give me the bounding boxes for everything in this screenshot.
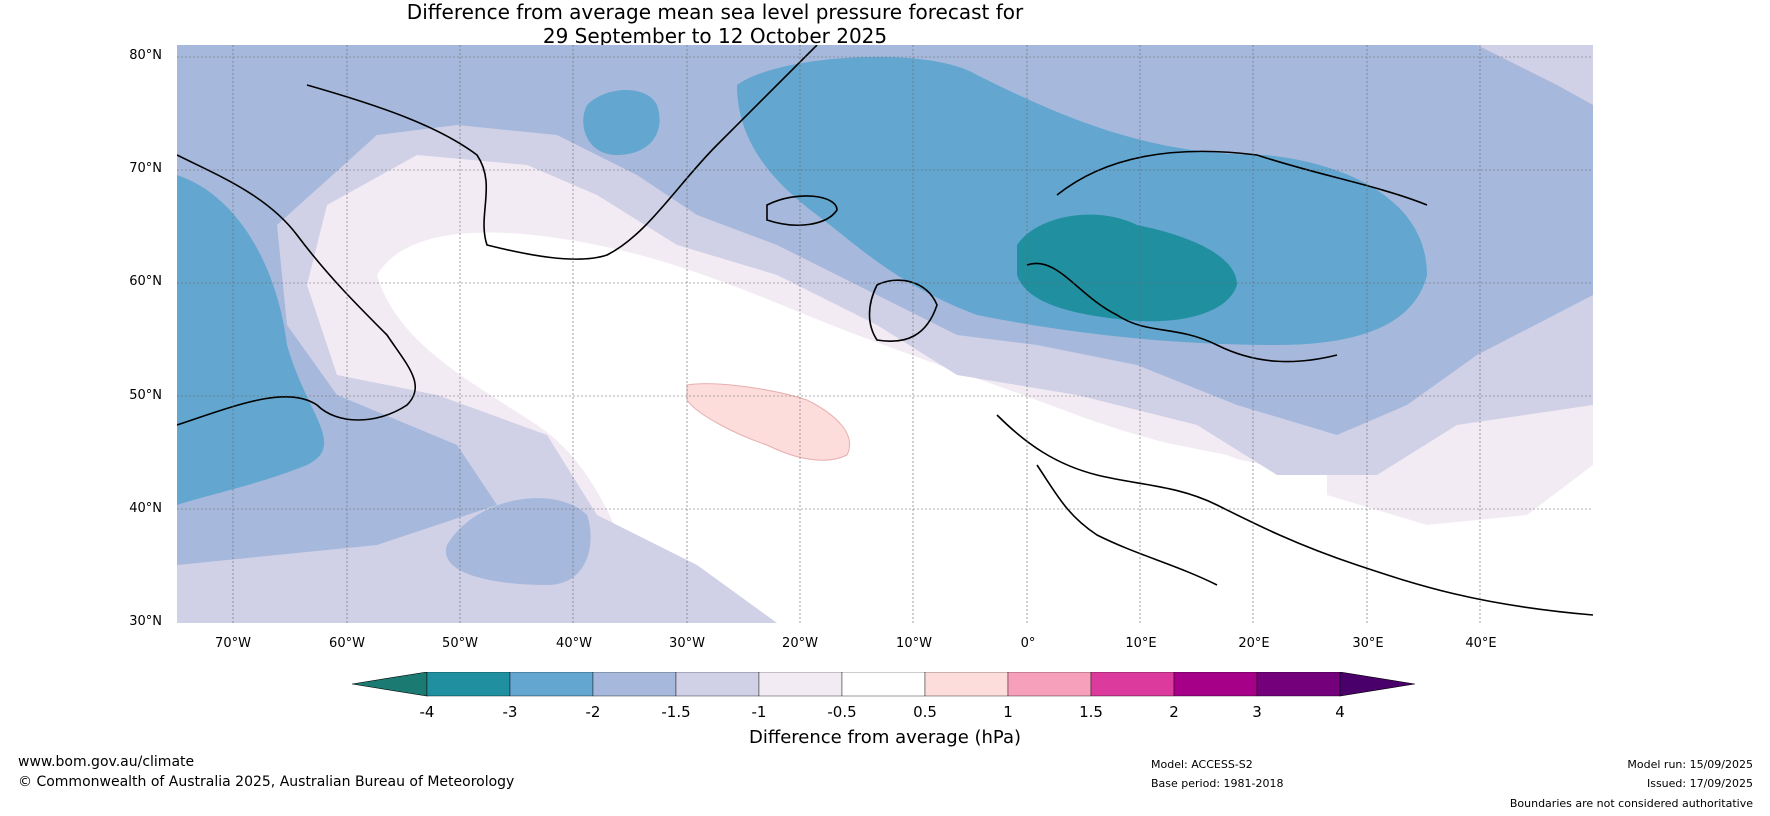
colorbar-tick-label: -2 xyxy=(585,703,601,721)
colorbar-tick-label: -0.5 xyxy=(827,703,857,721)
lat-label-50n: 50°N xyxy=(129,388,162,403)
colorbar-segment xyxy=(675,672,760,697)
map-title: Difference from average mean sea level p… xyxy=(0,0,1430,48)
pressure-anomaly-map xyxy=(177,45,1593,623)
colorbar-tick-label: 2 xyxy=(1169,703,1179,721)
anomaly-band-blue xyxy=(737,56,1427,346)
issued-text: Issued: 17/09/2025 xyxy=(1646,777,1753,790)
colorbar-tick-label: 1.5 xyxy=(1079,703,1103,721)
lat-label-40n: 40°N xyxy=(129,501,162,516)
lon-label-70w: 70°W xyxy=(215,636,251,651)
colorbar xyxy=(352,672,1416,697)
colorbar-tick-label: -4 xyxy=(419,703,435,721)
lon-label-30w: 30°W xyxy=(669,636,705,651)
lon-label-60w: 60°W xyxy=(329,636,365,651)
colorbar-tick-label: -3 xyxy=(502,703,518,721)
colorbar-segment xyxy=(1007,672,1092,697)
colorbar-extend-high xyxy=(1339,672,1416,697)
anomaly-band-pink xyxy=(686,383,851,461)
lat-label-80n: 80°N xyxy=(129,48,162,63)
north-america-coast xyxy=(177,154,417,426)
colorbar-tick-label: 3 xyxy=(1252,703,1262,721)
website-text: www.bom.gov.au/climate xyxy=(18,754,195,770)
disclaimer-text: Boundaries are not considered authoritat… xyxy=(1509,797,1753,810)
colorbar-tick-label: 1 xyxy=(1003,703,1013,721)
coastlines xyxy=(177,45,1593,616)
colorbar-segment xyxy=(592,672,677,697)
graticule xyxy=(177,45,1593,623)
lat-label-60n: 60°N xyxy=(129,274,162,289)
colorbar-segment xyxy=(841,672,926,697)
colorbar-label: Difference from average (hPa) xyxy=(748,727,1022,748)
lon-label-20e: 20°E xyxy=(1238,636,1270,651)
base-period-text: Base period: 1981-2018 xyxy=(1151,777,1284,790)
lat-label-30n: 30°N xyxy=(129,614,162,629)
colorbar-segment xyxy=(924,672,1009,697)
colorbar-tick-label: 4 xyxy=(1335,703,1345,721)
europe-coast xyxy=(996,150,1593,616)
colorbar-tick-label: -1.5 xyxy=(661,703,691,721)
anomaly-band-teal xyxy=(1017,214,1237,322)
iceland-coast xyxy=(766,195,838,226)
anomaly-band-blue-north xyxy=(583,90,660,155)
lon-label-40e: 40°E xyxy=(1465,636,1497,651)
colorbar-segment xyxy=(1256,672,1341,697)
lon-label-0: 0° xyxy=(1020,636,1036,651)
title-line-2: 29 September to 12 October 2025 xyxy=(542,24,888,48)
model-text: Model: ACCESS-S2 xyxy=(1151,758,1253,771)
colorbar-segment xyxy=(1090,672,1175,697)
british-isles-coast xyxy=(868,279,938,342)
model-run-text: Model run: 15/09/2025 xyxy=(1627,758,1753,771)
colorbar-tick-label: -1 xyxy=(751,703,767,721)
title-line-1: Difference from average mean sea level p… xyxy=(406,0,1024,24)
lon-label-40w: 40°W xyxy=(556,636,592,651)
colorbar-segment xyxy=(758,672,843,697)
colorbar-segment xyxy=(509,672,594,697)
copyright-text: © Commonwealth of Australia 2025, Austra… xyxy=(18,774,515,790)
colorbar-segment xyxy=(426,672,511,697)
lon-label-20w: 20°W xyxy=(782,636,818,651)
lat-label-70n: 70°N xyxy=(129,161,162,176)
lon-label-30e: 30°E xyxy=(1352,636,1384,651)
lon-label-10e: 10°E xyxy=(1125,636,1157,651)
lon-label-50w: 50°W xyxy=(442,636,478,651)
anomaly-band-blue-west xyxy=(177,175,325,505)
anomaly-band-light-blue-south xyxy=(445,498,591,585)
colorbar-tick-label: 0.5 xyxy=(913,703,937,721)
greenland-coast xyxy=(306,45,818,260)
lon-label-10w: 10°W xyxy=(896,636,932,651)
colorbar-segment xyxy=(1173,672,1258,697)
colorbar-extend-low xyxy=(352,672,428,697)
